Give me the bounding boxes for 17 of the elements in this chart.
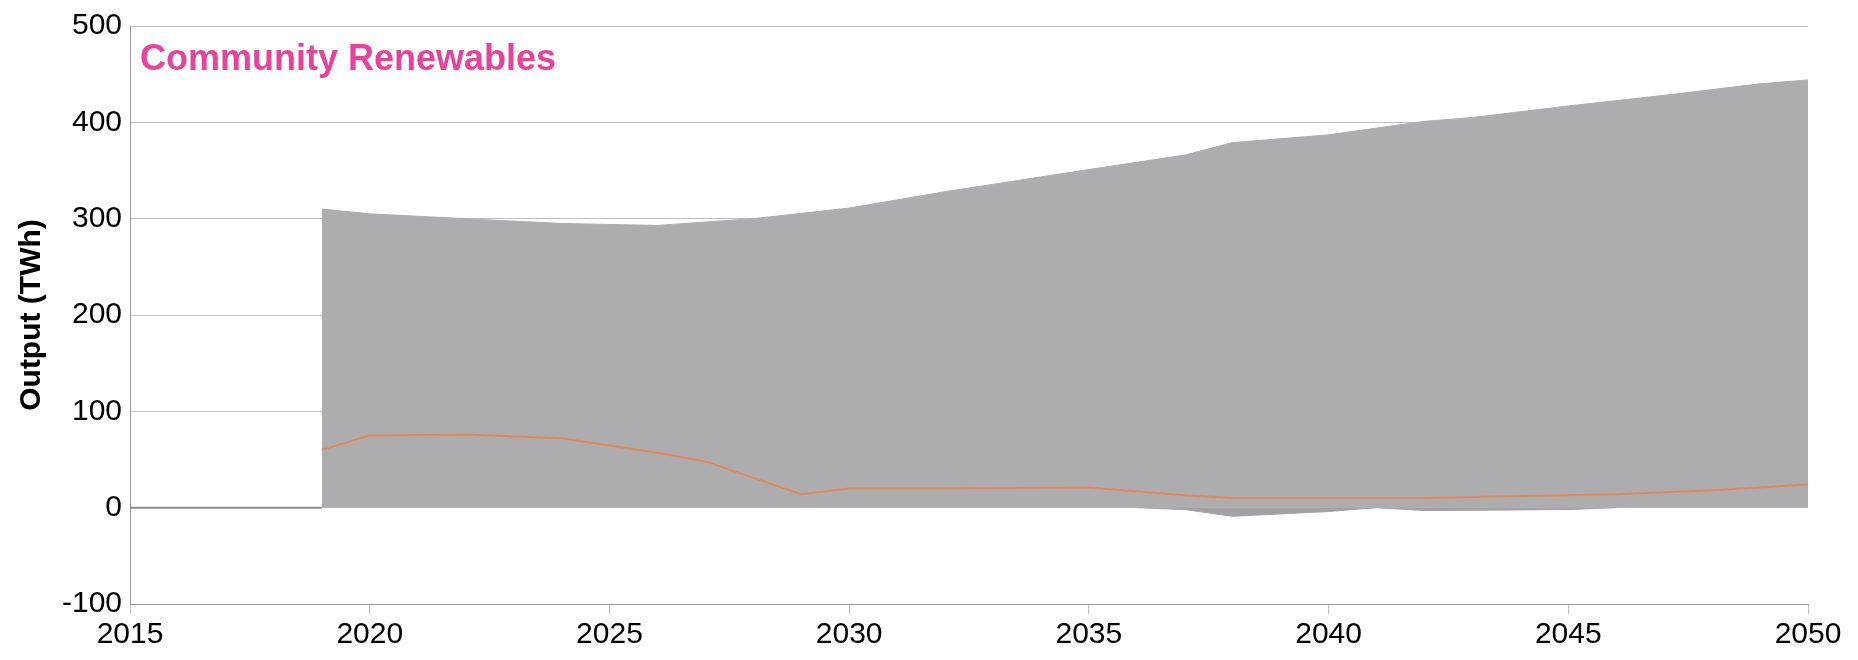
- chart-title: Community Renewables: [140, 36, 557, 78]
- x-tick-label: 2015: [96, 616, 164, 650]
- x-tick-label: 2035: [1055, 616, 1123, 650]
- x-tick-label: 2025: [576, 616, 643, 650]
- x-tick-label: 2020: [336, 616, 404, 650]
- x-tick-label: 2030: [815, 616, 883, 650]
- y-tick-label: 400: [71, 103, 123, 137]
- x-tick-label: 2045: [1534, 616, 1602, 650]
- y-tick-label: 500: [71, 7, 123, 41]
- x-tick-label: 2050: [1774, 616, 1842, 650]
- y-tick-label: 0: [105, 488, 123, 522]
- y-tick-label: 100: [71, 392, 123, 426]
- x-tick-label: 2040: [1295, 616, 1362, 650]
- y-tick-label: -100: [62, 585, 123, 619]
- y-tick-label: 300: [71, 199, 123, 233]
- y-axis-title: Output (TWh): [13, 219, 47, 411]
- y-tick-label: 200: [71, 296, 123, 330]
